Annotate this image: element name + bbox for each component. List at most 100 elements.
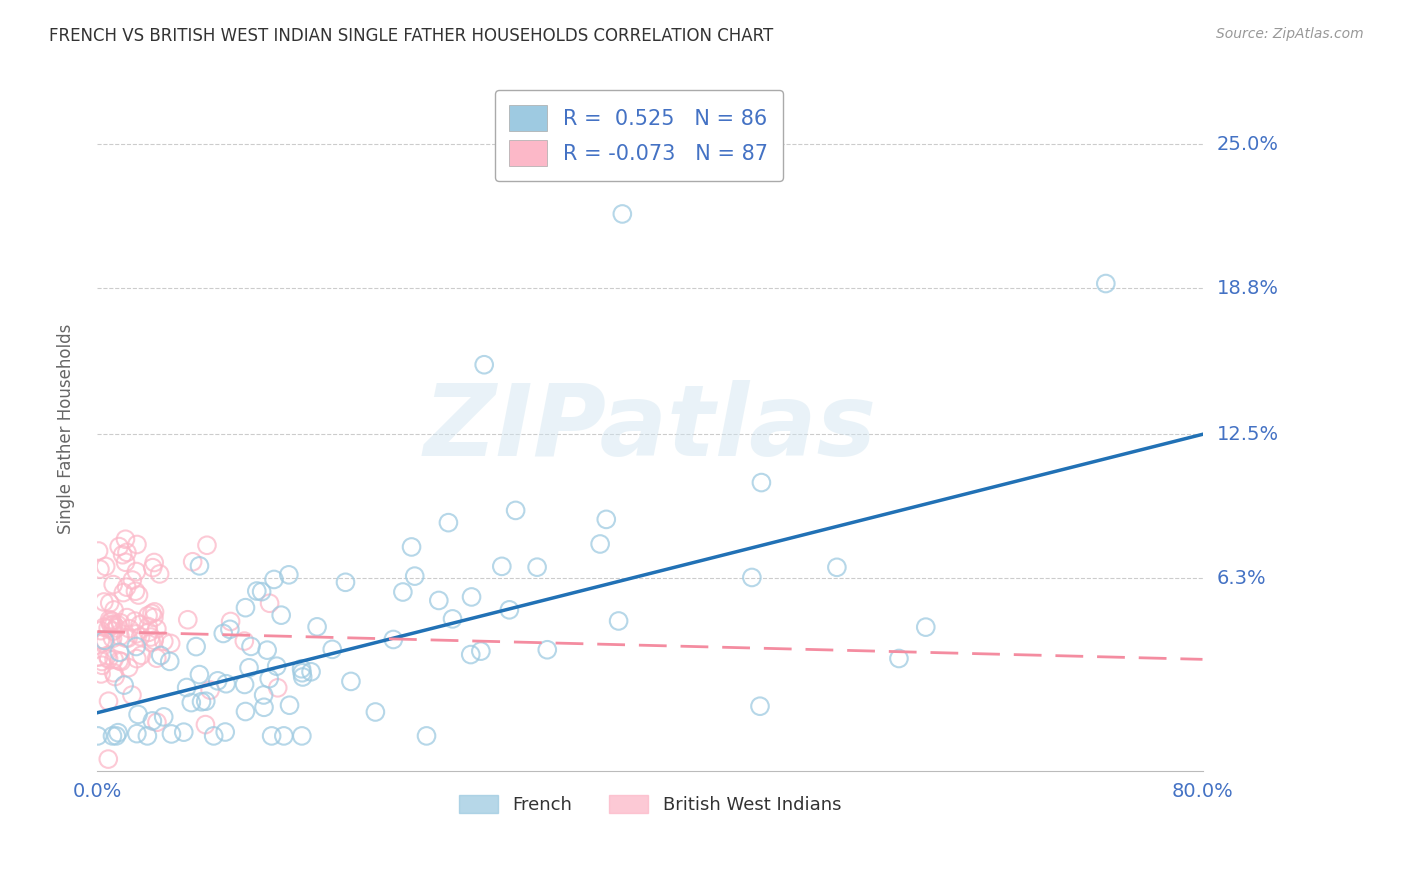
Point [246,584,269,599]
Point [160,727,183,741]
Point [124,584,146,599]
Point [238,661,260,675]
Point [90,655,112,669]
Point [121,573,143,587]
Point [98,615,121,630]
Point [136,619,159,633]
Point [105,729,128,743]
Point [115,631,138,645]
Point [180,696,202,710]
Point [536,642,558,657]
Point [118,622,141,636]
Point [215,677,238,691]
Point [219,623,242,637]
Point [142,610,165,624]
Point [90,667,112,681]
Text: 6.3%: 6.3% [1216,569,1265,588]
Point [427,593,450,607]
Text: Source: ZipAtlas.com: Source: ZipAtlas.com [1216,27,1364,41]
Point [159,654,181,668]
Point [253,700,276,714]
Point [146,651,169,665]
Point [129,648,152,663]
Point [129,617,152,632]
Point [194,717,217,731]
Point [96,648,118,663]
Point [104,669,127,683]
Point [139,630,162,644]
Point [498,603,520,617]
Point [93,633,115,648]
Point [115,580,138,594]
Point [125,640,148,654]
Point [100,617,122,632]
Point [101,614,124,628]
Point [491,559,513,574]
Point [505,503,527,517]
Point [115,545,138,559]
Point [107,617,129,632]
Point [115,610,138,624]
Point [184,640,207,654]
Point [250,584,273,599]
Point [93,595,115,609]
Point [277,567,299,582]
Point [127,707,149,722]
Point [176,681,198,695]
Point [214,725,236,739]
Point [212,626,235,640]
Text: FRENCH VS BRITISH WEST INDIAN SINGLE FATHER HOUSEHOLDS CORRELATION CHART: FRENCH VS BRITISH WEST INDIAN SINGLE FAT… [49,27,773,45]
Point [125,537,148,551]
Point [125,627,148,641]
Point [159,636,181,650]
Point [103,617,125,632]
Point [89,633,111,648]
Point [149,648,172,663]
Point [101,624,124,639]
Point [87,544,110,558]
Point [194,694,217,708]
Point [105,621,128,635]
Point [108,654,131,668]
Point [392,585,415,599]
Point [263,573,285,587]
Point [112,678,135,692]
Point [382,632,405,647]
Point [112,585,135,599]
Point [136,608,159,623]
Point [188,558,211,573]
Point [235,600,257,615]
Point [887,651,910,665]
Point [97,621,120,635]
Point [278,698,301,713]
Point [142,560,165,574]
Point [235,705,257,719]
Point [253,688,276,702]
Point [143,556,166,570]
Point [266,659,288,673]
Point [260,729,283,743]
Point [607,614,630,628]
Point [1094,277,1116,291]
Point [89,562,111,576]
Point [117,660,139,674]
Point [97,652,120,666]
Point [751,475,773,490]
Point [97,694,120,708]
Point [825,560,848,574]
Point [138,625,160,640]
Point [108,645,131,659]
Point [177,613,200,627]
Point [90,624,112,638]
Point [589,537,612,551]
Point [146,715,169,730]
Point [107,725,129,739]
Point [110,615,132,630]
Point [110,655,132,669]
Point [233,634,256,648]
Point [914,620,936,634]
Point [364,705,387,719]
Point [257,672,280,686]
Point [94,634,117,648]
Legend: French, British West Indians: French, British West Indians [450,786,851,823]
